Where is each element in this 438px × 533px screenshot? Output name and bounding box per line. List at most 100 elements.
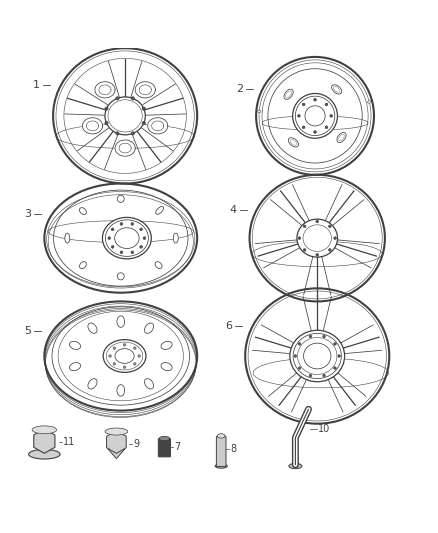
- Circle shape: [134, 347, 136, 349]
- Ellipse shape: [305, 106, 325, 126]
- Circle shape: [120, 223, 123, 225]
- Text: 4: 4: [230, 205, 237, 215]
- Ellipse shape: [103, 340, 146, 373]
- Circle shape: [116, 132, 119, 135]
- Circle shape: [303, 248, 306, 251]
- Polygon shape: [115, 140, 135, 156]
- Ellipse shape: [156, 206, 163, 214]
- Circle shape: [113, 362, 116, 365]
- Ellipse shape: [69, 341, 81, 350]
- Text: 2: 2: [236, 84, 243, 94]
- Polygon shape: [108, 449, 125, 458]
- Ellipse shape: [258, 110, 261, 112]
- Ellipse shape: [117, 195, 124, 203]
- Polygon shape: [148, 118, 168, 134]
- Circle shape: [142, 122, 145, 125]
- Ellipse shape: [65, 233, 70, 243]
- Circle shape: [131, 223, 134, 225]
- Circle shape: [325, 126, 328, 128]
- Circle shape: [131, 132, 134, 135]
- Circle shape: [334, 367, 336, 369]
- Polygon shape: [135, 82, 155, 98]
- Text: 10: 10: [318, 424, 330, 434]
- Polygon shape: [95, 82, 115, 98]
- Circle shape: [298, 237, 301, 239]
- Text: 6: 6: [225, 320, 232, 330]
- FancyBboxPatch shape: [216, 437, 226, 466]
- Circle shape: [298, 367, 301, 369]
- Circle shape: [140, 246, 142, 248]
- Polygon shape: [106, 431, 126, 454]
- Circle shape: [140, 228, 142, 231]
- Circle shape: [302, 126, 305, 128]
- Circle shape: [323, 335, 325, 338]
- Ellipse shape: [288, 138, 299, 147]
- Circle shape: [298, 343, 301, 345]
- Circle shape: [298, 115, 300, 117]
- Ellipse shape: [215, 464, 227, 468]
- Ellipse shape: [367, 101, 371, 103]
- Circle shape: [325, 103, 328, 106]
- Circle shape: [334, 237, 336, 239]
- Circle shape: [303, 225, 306, 228]
- Circle shape: [105, 107, 108, 110]
- Ellipse shape: [102, 217, 151, 259]
- Text: 11: 11: [63, 437, 75, 447]
- Text: 7: 7: [174, 442, 180, 453]
- Ellipse shape: [290, 330, 345, 382]
- Text: 3: 3: [24, 208, 31, 219]
- Circle shape: [142, 107, 145, 110]
- Circle shape: [316, 220, 318, 223]
- Ellipse shape: [28, 449, 60, 459]
- Circle shape: [316, 254, 318, 256]
- Ellipse shape: [297, 219, 338, 257]
- Circle shape: [314, 99, 316, 101]
- Circle shape: [338, 354, 340, 357]
- Circle shape: [111, 228, 114, 231]
- Ellipse shape: [69, 362, 81, 370]
- Ellipse shape: [117, 316, 124, 327]
- Circle shape: [143, 237, 146, 239]
- Circle shape: [309, 374, 312, 377]
- Ellipse shape: [159, 437, 170, 441]
- Ellipse shape: [117, 273, 124, 280]
- Ellipse shape: [105, 428, 128, 435]
- Circle shape: [323, 374, 325, 377]
- Polygon shape: [34, 429, 55, 454]
- Circle shape: [116, 97, 119, 100]
- Circle shape: [330, 115, 332, 117]
- Ellipse shape: [115, 349, 134, 364]
- Ellipse shape: [88, 378, 97, 389]
- Circle shape: [328, 248, 331, 251]
- Circle shape: [108, 237, 111, 239]
- Circle shape: [124, 344, 126, 346]
- Ellipse shape: [217, 434, 225, 438]
- Ellipse shape: [32, 426, 57, 434]
- Circle shape: [131, 97, 134, 100]
- Ellipse shape: [155, 262, 162, 269]
- Ellipse shape: [145, 378, 154, 389]
- Text: 8: 8: [230, 443, 236, 454]
- Ellipse shape: [115, 228, 139, 248]
- Text: 1: 1: [33, 80, 40, 91]
- Ellipse shape: [79, 262, 86, 269]
- Ellipse shape: [332, 85, 342, 94]
- Ellipse shape: [289, 463, 302, 469]
- Ellipse shape: [293, 93, 337, 138]
- Circle shape: [328, 225, 331, 228]
- Ellipse shape: [173, 233, 178, 243]
- Circle shape: [309, 335, 312, 338]
- Circle shape: [134, 362, 136, 365]
- Ellipse shape: [79, 208, 86, 215]
- Circle shape: [138, 355, 140, 357]
- FancyBboxPatch shape: [158, 439, 170, 457]
- Circle shape: [124, 366, 126, 368]
- Ellipse shape: [145, 323, 154, 333]
- Circle shape: [302, 103, 305, 106]
- Ellipse shape: [304, 343, 331, 369]
- Ellipse shape: [161, 362, 172, 370]
- Ellipse shape: [105, 97, 145, 135]
- Circle shape: [109, 355, 111, 357]
- Circle shape: [105, 122, 108, 125]
- Text: 5: 5: [24, 326, 31, 336]
